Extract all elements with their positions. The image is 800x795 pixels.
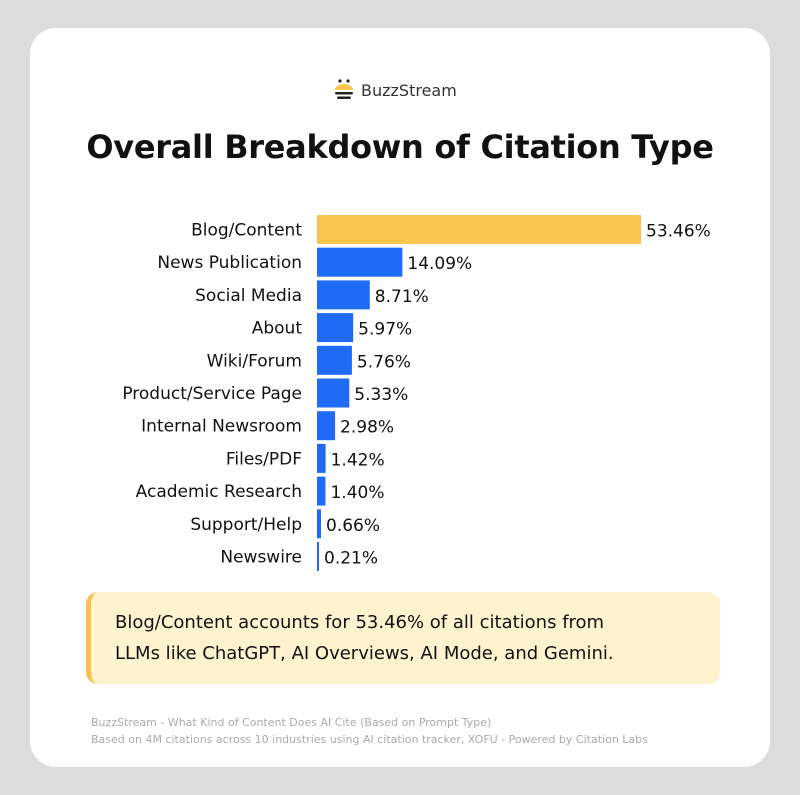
chart-title: Overall Breakdown of Citation Type [86, 128, 714, 166]
category-label: Product/Service Page [122, 384, 302, 404]
bar-newswire [317, 542, 319, 571]
callout-line-2: LLMs like ChatGPT, AI Overviews, AI Mode… [115, 643, 614, 664]
bee-icon [335, 79, 353, 99]
footer: BuzzStream - What Kind of Content Does A… [91, 714, 648, 748]
data-label: 0.21% [324, 549, 378, 569]
data-label: 1.40% [330, 483, 384, 503]
data-label: 5.97% [358, 320, 412, 340]
category-label: Social Media [195, 286, 302, 306]
data-label: 5.76% [357, 352, 411, 372]
data-label: 53.46% [646, 222, 711, 242]
bar-product-service-page [317, 378, 350, 408]
data-label: 5.33% [354, 385, 408, 405]
bar-wiki-forum [317, 345, 352, 375]
category-label: Internal Newsroom [141, 417, 302, 437]
data-label: 2.98% [340, 418, 394, 438]
category-label: Newswire [220, 548, 302, 568]
brand-logo: BuzzStream [333, 78, 457, 102]
bar-internal-newsroom [317, 411, 336, 441]
callout-box: Blog/Content accounts for 53.46% of all … [86, 592, 720, 684]
bar-files-pdf [317, 443, 326, 473]
bar-academic-research [317, 476, 326, 506]
data-label: 8.71% [375, 287, 429, 307]
category-label: About [252, 319, 303, 339]
data-label: 14.09% [407, 254, 472, 274]
category-label: News Publication [157, 253, 302, 273]
callout-line-1: Blog/Content accounts for 53.46% of all … [115, 612, 605, 633]
footer-methodology: Based on 4M citations across 10 industri… [91, 733, 648, 746]
bar-news-publication [317, 247, 403, 277]
data-label: 0.66% [326, 516, 380, 536]
bar-about [317, 313, 354, 343]
category-label: Blog/Content [191, 221, 302, 241]
category-label: Wiki/Forum [207, 351, 302, 371]
bar-blog-content [317, 215, 641, 244]
category-label: Support/Help [190, 515, 302, 535]
footer-source: BuzzStream - What Kind of Content Does A… [91, 716, 492, 729]
category-label: Files/PDF [226, 449, 302, 469]
bar-social-media [317, 280, 370, 310]
bar-support-help [317, 509, 321, 539]
bar-chart: Blog/Content 53.46% News Publication 14.09%… [122, 215, 711, 571]
category-label: Academic Research [136, 482, 302, 502]
data-label: 1.42% [331, 450, 385, 470]
brand-name: BuzzStream [361, 80, 457, 100]
